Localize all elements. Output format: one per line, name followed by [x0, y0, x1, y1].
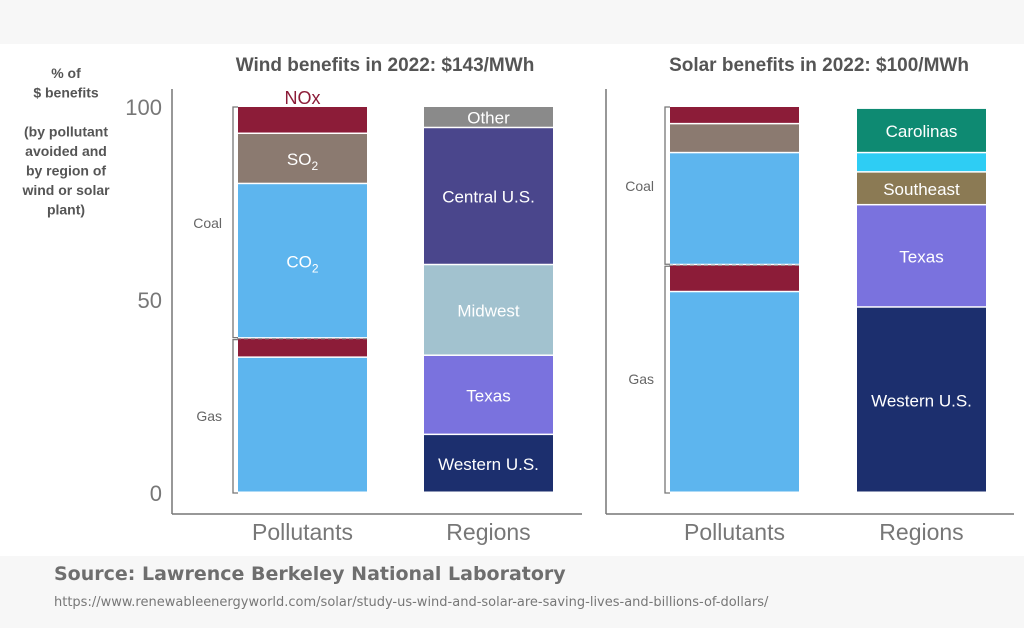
bar-segment — [238, 338, 367, 357]
gas-label: Gas — [628, 371, 654, 387]
segment-label: Midwest — [457, 302, 520, 321]
bar-segment — [238, 357, 367, 492]
bar-segment — [424, 107, 553, 127]
chart-title: Solar benefits in 2022: $100/MWh — [669, 55, 969, 76]
bar-segment — [670, 107, 799, 123]
bar-segment — [238, 134, 367, 183]
bar-segment — [857, 108, 986, 152]
x-category-label: Pollutants — [252, 519, 353, 545]
y-tick-label: 50 — [138, 288, 162, 313]
bar-segment — [238, 184, 367, 338]
x-category-label: Pollutants — [684, 519, 785, 545]
y-axis-label-line: (by pollutant — [24, 124, 108, 140]
segment-label: Carolinas — [886, 122, 958, 141]
y-axis-label-line: wind or solar — [21, 182, 110, 198]
bar-segment — [857, 205, 986, 307]
segment-label: SO2 — [287, 150, 319, 173]
gas-bracket — [232, 338, 238, 494]
x-category-label: Regions — [879, 519, 963, 545]
source-url[interactable]: https://www.renewableenergyworld.com/sol… — [54, 595, 769, 610]
chart-svg: % of $ benefits (by pollutant avoided and by… — [21, 55, 1014, 545]
segment-label: Texas — [899, 248, 943, 267]
segment-label: Western U.S. — [438, 455, 539, 474]
y-axis-label-line: avoided and — [25, 143, 107, 159]
gas-bracket — [664, 265, 670, 494]
gas-label: Gas — [196, 408, 222, 424]
y-axis-label-line: plant) — [47, 202, 85, 218]
bar-segment — [424, 128, 553, 264]
segment-label: Central U.S. — [442, 188, 535, 207]
y-axis-label-line: % of — [51, 65, 81, 81]
top-band — [0, 0, 1024, 44]
segment-label: NOx — [285, 88, 321, 108]
y-tick-label: 100 — [125, 95, 162, 120]
bar-segment — [424, 265, 553, 355]
y-axis-label-line: by region of — [26, 163, 106, 179]
y-tick-label: 0 — [150, 481, 162, 506]
segment-label: Southeast — [883, 180, 960, 199]
bar-segment — [857, 172, 986, 204]
segment-label: CO2 — [286, 252, 319, 275]
coal-bracket — [664, 106, 670, 265]
y-axis-label-line: $ benefits — [33, 85, 99, 101]
bar-segment — [238, 107, 367, 133]
bar-segment — [670, 124, 799, 152]
chart-title: Wind benefits in 2022: $143/MWh — [236, 55, 535, 76]
bar-segment — [424, 435, 553, 492]
chart-area: % of $ benefits (by pollutant avoided and by… — [0, 44, 1024, 556]
source-label: Source: Lawrence Berkeley National Labor… — [54, 563, 566, 585]
bar-segment — [670, 265, 799, 291]
bar-segment — [857, 153, 986, 172]
segment-label: Other — [467, 109, 510, 128]
segment-label: Western U.S. — [871, 391, 972, 410]
segment-label: Texas — [466, 387, 510, 406]
bar-segment — [670, 153, 799, 264]
coal-bracket — [232, 106, 238, 339]
bar-segment — [424, 355, 553, 434]
coal-label: Coal — [625, 178, 654, 194]
bar-segment — [670, 292, 799, 492]
bar-segment — [857, 307, 986, 492]
coal-label: Coal — [193, 215, 222, 231]
x-category-label: Regions — [446, 519, 530, 545]
